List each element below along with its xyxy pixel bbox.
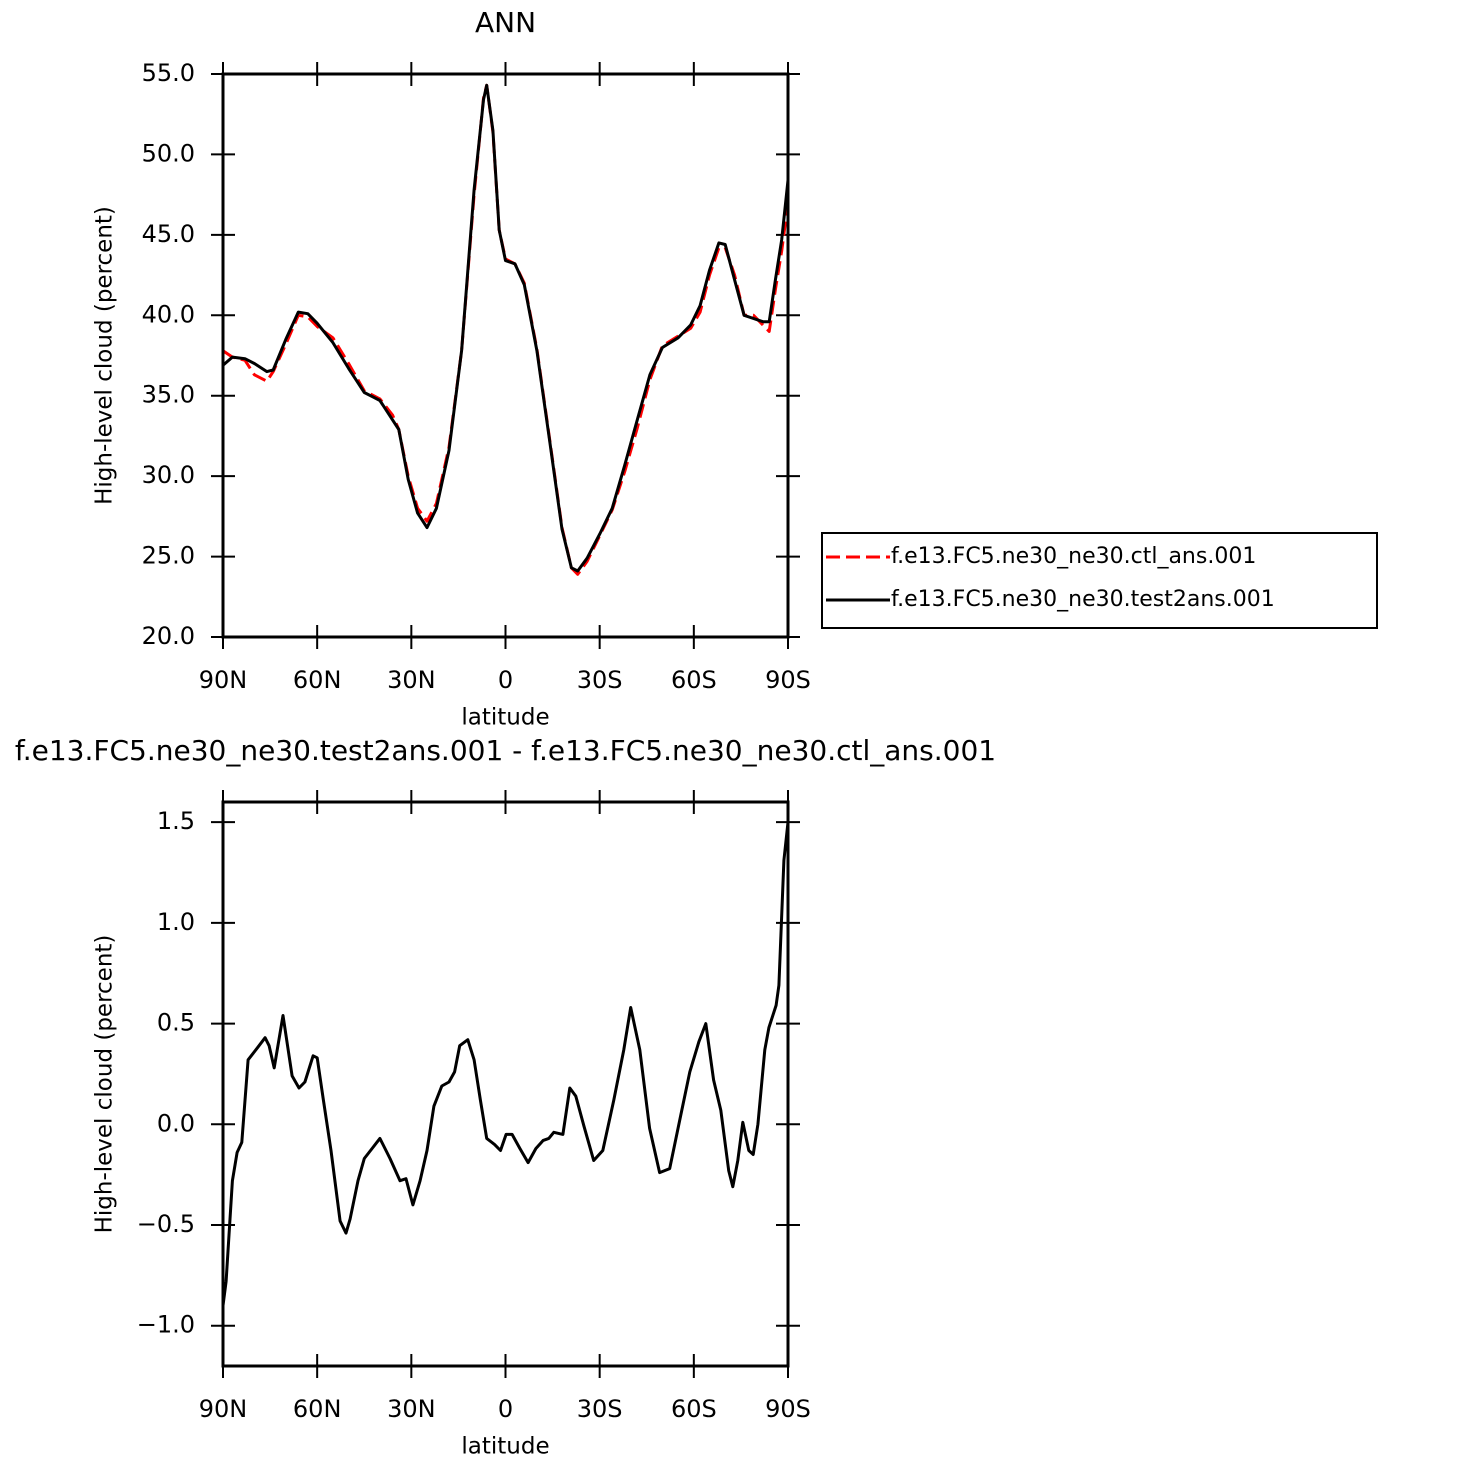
- x-tick-label: 90S: [765, 1395, 811, 1423]
- x-tick-label: 30S: [577, 1395, 623, 1423]
- x-axis-label: latitude: [461, 705, 549, 731]
- x-tick-label: 90N: [199, 666, 248, 694]
- x-tick-label: 60S: [671, 666, 717, 694]
- y-axis-label: High-level cloud (percent): [92, 206, 118, 505]
- y-tick-label: 0.5: [157, 1009, 195, 1037]
- chart-title: f.e13.FC5.ne30_ne30.test2ans.001 - f.e13…: [15, 734, 996, 767]
- legend-box: [821, 532, 1378, 629]
- y-tick-label: 35.0: [142, 381, 195, 409]
- x-tick-label: 60N: [293, 1395, 342, 1423]
- y-tick-label: 0.0: [157, 1109, 195, 1137]
- y-tick-label: 55.0: [142, 59, 195, 87]
- legend-label: f.e13.FC5.ne30_ne30.test2ans.001: [891, 587, 1275, 612]
- y-tick-label: −0.5: [137, 1210, 195, 1238]
- x-tick-label: 90S: [765, 666, 811, 694]
- x-tick-label: 30S: [577, 666, 623, 694]
- x-tick-label: 60N: [293, 666, 342, 694]
- y-tick-label: 20.0: [142, 622, 195, 650]
- x-tick-label: 0: [498, 1395, 513, 1423]
- y-tick-label: −1.0: [137, 1311, 195, 1339]
- chart-title: ANN: [475, 6, 536, 39]
- x-tick-label: 90N: [199, 1395, 248, 1423]
- x-axis-label: latitude: [461, 1434, 549, 1460]
- y-tick-label: 25.0: [142, 542, 195, 570]
- x-tick-label: 30N: [387, 666, 436, 694]
- legend-label: f.e13.FC5.ne30_ne30.ctl_ans.001: [891, 544, 1256, 569]
- data-line: [221, 821, 790, 1306]
- y-tick-label: 40.0: [142, 300, 195, 328]
- plot-frame: [221, 72, 790, 639]
- x-tick-label: 30N: [387, 1395, 436, 1423]
- x-tick-label: 0: [498, 666, 513, 694]
- y-tick-label: 45.0: [142, 220, 195, 248]
- plot-frame: [221, 800, 790, 1368]
- x-tick-label: 60S: [671, 1395, 717, 1423]
- y-tick-label: 30.0: [142, 461, 195, 489]
- y-tick-label: 1.0: [157, 908, 195, 936]
- y-axis-label: High-level cloud (percent): [92, 935, 118, 1234]
- data-line: [222, 83, 790, 576]
- data-line: [222, 83, 790, 573]
- y-tick-label: 50.0: [142, 139, 195, 167]
- y-tick-label: 1.5: [157, 807, 195, 835]
